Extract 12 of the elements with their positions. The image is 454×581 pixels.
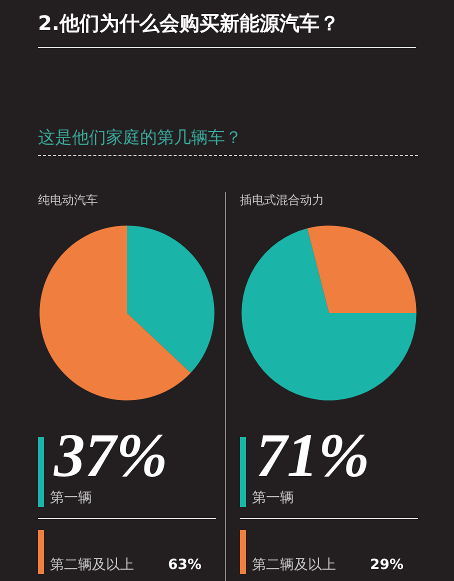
legend-label: 第二辆及以上 — [252, 556, 336, 574]
text: 这是他们家庭的第几辆车？ — [38, 127, 242, 149]
legend-label: 第一辆 — [50, 489, 92, 507]
data-label: 71% — [256, 422, 370, 490]
legend-label: 第二辆及以上 — [50, 556, 134, 574]
legend-label: 第一辆 — [252, 489, 294, 507]
text: 2.他们为什么会购买新能源汽车？ — [38, 10, 340, 37]
data-label: 37% — [54, 422, 168, 490]
chart-title: 插电式混合动力 — [240, 192, 324, 209]
chart-title: 纯电动汽车 — [38, 192, 98, 209]
data-label: 29% — [370, 556, 404, 574]
data-label: 63% — [168, 556, 202, 574]
